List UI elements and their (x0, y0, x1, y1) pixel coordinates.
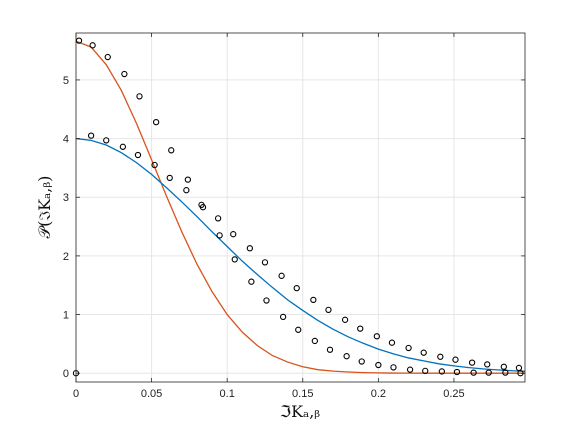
data-point (263, 297, 270, 304)
series-markers (72, 37, 524, 377)
data-point (357, 325, 364, 332)
y-tick-label: 2 (63, 251, 69, 263)
data-point (104, 53, 111, 61)
data-point (183, 187, 190, 194)
y-tick-label: 4 (63, 134, 69, 146)
data-point (136, 93, 143, 100)
data-point (406, 366, 414, 373)
data-point (216, 232, 223, 239)
data-point (121, 70, 128, 78)
data-point (453, 368, 461, 376)
data-point (358, 358, 365, 365)
plot-background (76, 33, 525, 382)
data-point (388, 339, 396, 346)
data-point (437, 353, 444, 360)
data-point (468, 359, 476, 366)
data-point (343, 353, 350, 360)
data-point (420, 349, 427, 356)
data-point (373, 333, 380, 340)
grid (75, 33, 525, 382)
data-point (325, 306, 332, 313)
data-point (293, 284, 300, 292)
x-tick-label: 0.2 (371, 388, 386, 400)
data-point (310, 296, 317, 304)
data-point (438, 368, 445, 375)
data-point (248, 278, 255, 285)
x-tick-label: 0.05 (141, 388, 162, 400)
data-point (326, 346, 334, 353)
data-point (375, 361, 382, 369)
y-tick-label: 3 (63, 192, 69, 204)
data-point (279, 313, 287, 321)
x-tick-label: 0.1 (220, 388, 235, 400)
data-point (500, 363, 507, 370)
data-point (484, 361, 491, 368)
data-point (390, 364, 397, 371)
data-point (422, 367, 429, 375)
data-point (341, 316, 349, 323)
data-point (89, 42, 96, 49)
data-point (405, 344, 412, 352)
x-axis-label: ℑKₐ,ᵦ (280, 402, 320, 421)
data-point (246, 245, 254, 252)
data-point (278, 272, 285, 279)
y-tick-label: 0 (63, 368, 69, 380)
data-point (103, 137, 110, 144)
x-tick-label: 0.15 (292, 388, 313, 400)
data-point (311, 337, 319, 345)
plot-frame (75, 32, 526, 383)
data-point (230, 231, 237, 238)
x-tick-label: 0 (73, 388, 79, 400)
y-tick-label: 5 (63, 75, 69, 87)
data-point (87, 132, 95, 139)
data-point (168, 147, 175, 154)
y-axis-label: 𝒫(ℑKₐ,ᵦ) (35, 176, 54, 239)
data-point (295, 326, 302, 333)
data-point (198, 201, 205, 209)
data-point (134, 151, 142, 159)
data-point (515, 364, 523, 372)
data-point (485, 369, 492, 376)
data-point (452, 356, 459, 363)
data-point (184, 176, 192, 183)
data-point (231, 256, 238, 263)
series-lines (75, 40, 526, 374)
data-point (261, 259, 269, 266)
data-point (119, 143, 127, 150)
data-point (152, 119, 160, 126)
y-tick-label: 1 (63, 310, 69, 322)
data-point (151, 161, 158, 169)
data-point (470, 369, 477, 376)
data-point (75, 37, 83, 44)
axis-ticks: 0 0.05 0.1 0.15 0.2 0.25 0 1 2 3 4 5 (63, 33, 525, 400)
series-line-1 (75, 137, 526, 372)
data-point (214, 215, 222, 222)
series-line-0 (75, 40, 525, 374)
x-tick-label: 0.25 (443, 388, 464, 400)
data-point (502, 369, 509, 376)
data-point (166, 174, 173, 182)
